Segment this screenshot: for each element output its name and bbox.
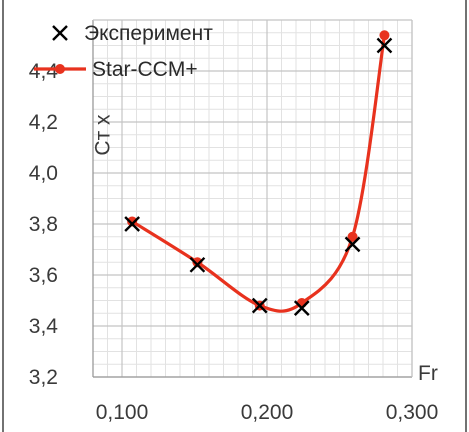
- legend-item-experiment: Эксперимент: [52, 22, 213, 45]
- axes: [92, 19, 413, 378]
- y-tick-label: 3,8: [29, 213, 58, 236]
- legend-line-dot: [55, 64, 65, 74]
- x-axis-title: Fr: [418, 362, 438, 385]
- legend-line-marker-icon: [34, 64, 86, 74]
- y-tick-label: 4,2: [29, 111, 58, 134]
- x-marker-stroke: [251, 297, 268, 314]
- data-point-experiment: [124, 216, 140, 232]
- data-point-experiment: [344, 236, 361, 253]
- y-axis-title: Ст х: [92, 114, 115, 156]
- data-point-experiment: [293, 300, 310, 316]
- y-tick-label: 4,0: [29, 162, 58, 185]
- y-tick-label: 3,4: [29, 315, 59, 338]
- x-tick-label: 0,200: [241, 401, 294, 424]
- legend-x-stroke: [52, 25, 68, 41]
- x-marker-stroke: [124, 216, 140, 232]
- legend-label-star-ccm: Star-CCM+: [92, 58, 198, 81]
- data-point-star-ccm: [192, 257, 203, 268]
- x-marker-stroke: [376, 37, 393, 54]
- data-point-experiment: [376, 37, 393, 54]
- legend: Эксперимент Star-CCM+: [34, 22, 213, 81]
- data-point-experiment: [189, 256, 206, 273]
- y-tick-label: 4,4: [29, 60, 59, 83]
- series: [124, 30, 393, 316]
- x-tick-label: 0,300: [386, 401, 439, 424]
- y-tick-label: 3,6: [29, 264, 58, 287]
- x-marker-stroke: [189, 256, 206, 273]
- data-point-experiment: [251, 297, 268, 314]
- data-point-star-ccm: [347, 231, 358, 242]
- data-point-star-ccm: [379, 30, 390, 41]
- legend-label-experiment: Эксперимент: [84, 22, 213, 45]
- legend-x-marker-icon: [52, 25, 68, 41]
- data-point-star-ccm: [127, 216, 138, 227]
- legend-item-star-ccm: Star-CCM+: [34, 58, 198, 81]
- x-marker-stroke: [293, 300, 310, 316]
- y-tick-label: 3,2: [29, 366, 58, 389]
- x-marker-stroke: [344, 236, 361, 253]
- x-tick-label: 0,100: [96, 401, 149, 424]
- tick-labels: 0,100 0,200 0,300 3,2 3,4 3,6 3,8 4,0 4,2 4,4: [29, 60, 438, 424]
